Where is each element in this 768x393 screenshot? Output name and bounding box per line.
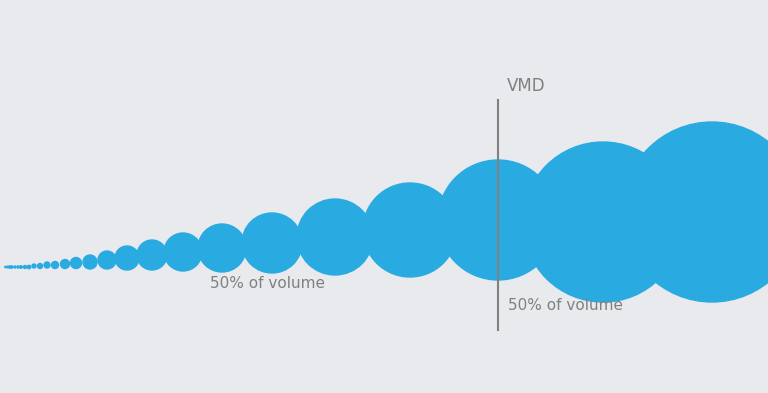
Ellipse shape	[11, 266, 13, 268]
Ellipse shape	[61, 259, 69, 268]
Text: 50% of volume: 50% of volume	[210, 275, 325, 290]
Ellipse shape	[28, 265, 31, 269]
Ellipse shape	[9, 266, 11, 268]
Ellipse shape	[98, 251, 116, 269]
Ellipse shape	[164, 233, 202, 271]
Ellipse shape	[363, 183, 457, 277]
Ellipse shape	[44, 262, 50, 268]
Text: VMD: VMD	[507, 77, 545, 95]
Ellipse shape	[8, 266, 10, 268]
Ellipse shape	[71, 257, 81, 268]
Ellipse shape	[38, 263, 42, 268]
Ellipse shape	[5, 266, 6, 268]
Text: 50% of volume: 50% of volume	[508, 298, 623, 312]
Ellipse shape	[198, 224, 246, 272]
Ellipse shape	[11, 266, 12, 268]
Ellipse shape	[137, 240, 167, 270]
Ellipse shape	[6, 266, 8, 268]
Ellipse shape	[438, 160, 558, 280]
Ellipse shape	[9, 266, 11, 268]
Ellipse shape	[10, 266, 12, 268]
Ellipse shape	[242, 213, 302, 273]
Ellipse shape	[11, 266, 13, 268]
Ellipse shape	[32, 264, 36, 268]
Ellipse shape	[7, 266, 8, 268]
Ellipse shape	[297, 199, 373, 275]
Ellipse shape	[5, 266, 7, 268]
Ellipse shape	[17, 266, 19, 268]
Ellipse shape	[115, 246, 139, 270]
Ellipse shape	[24, 266, 27, 268]
Ellipse shape	[8, 266, 9, 268]
Ellipse shape	[622, 122, 768, 302]
Ellipse shape	[83, 255, 97, 269]
Ellipse shape	[14, 266, 16, 268]
Ellipse shape	[8, 266, 9, 268]
Ellipse shape	[523, 142, 683, 302]
Ellipse shape	[20, 266, 22, 268]
Ellipse shape	[51, 261, 58, 268]
